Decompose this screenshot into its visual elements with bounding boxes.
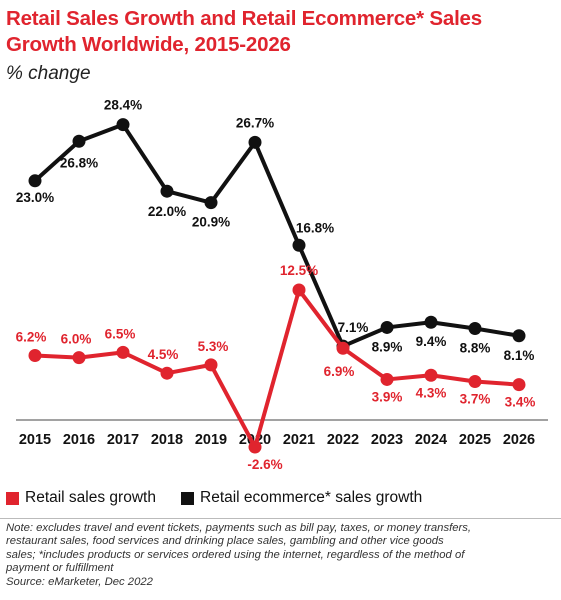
legend-label-retail-sales: Retail sales growth	[25, 489, 156, 506]
note-line: payment or fulfillment	[6, 562, 114, 575]
data-point-ecommerce	[72, 134, 86, 148]
data-label-ecommerce: 16.8%	[296, 220, 334, 235]
x-tick-label: 2015	[19, 432, 51, 448]
legend-label-ecommerce: Retail ecommerce* sales growth	[200, 489, 423, 506]
data-point-ecommerce	[28, 174, 42, 188]
notes-divider	[0, 518, 561, 519]
data-point-retail	[380, 372, 394, 386]
x-tick-label: 2026	[503, 432, 535, 448]
data-label-retail: 4.5%	[148, 347, 179, 362]
data-label-ecommerce: 26.7%	[236, 115, 274, 130]
series-line-retail	[33, 288, 521, 450]
data-point-ecommerce	[512, 329, 526, 343]
line-chart: 2015 2016 2017 2018 2019 2020 2021 2022 2023 2024…	[16, 98, 548, 472]
data-label-ecommerce: 26.8%	[60, 155, 98, 170]
x-tick-label: 2021	[283, 432, 315, 448]
data-point-retail	[292, 283, 306, 297]
data-point-retail	[512, 378, 526, 392]
data-point-retail	[72, 351, 86, 365]
data-point-ecommerce	[292, 238, 306, 252]
data-label-ecommerce: 8.1%	[504, 348, 535, 363]
chart-title-line-2: Growth Worldwide, 2015-2026	[6, 33, 291, 56]
legend-swatch-black	[181, 491, 194, 505]
data-point-retail	[116, 345, 130, 359]
source-line: Source: eMarketer, Dec 2022	[6, 575, 153, 588]
data-label-ecommerce: 8.9%	[372, 339, 403, 354]
chart-title: Retail Sales Growth and Retail Ecommerce…	[6, 6, 554, 58]
data-label-retail: 6.0%	[61, 332, 92, 347]
data-point-ecommerce	[380, 320, 394, 334]
legend-swatch-red	[6, 491, 19, 505]
legend-item-retail-sales: Retail sales growth	[6, 489, 156, 507]
chart-notes: Note: excludes travel and event tickets,…	[6, 522, 556, 589]
x-tick-label: 2019	[195, 432, 227, 448]
data-label-retail: 5.3%	[198, 339, 229, 354]
chart-subtitle: % change	[6, 63, 91, 84]
data-label-ecommerce: 9.4%	[416, 334, 447, 349]
data-label-ecommerce: 7.1%	[338, 320, 369, 335]
x-tick-label: 2017	[107, 432, 139, 448]
data-label-ecommerce: 28.4%	[104, 98, 142, 113]
data-point-ecommerce	[248, 135, 262, 149]
data-label-retail: 6.9%	[324, 364, 355, 379]
data-label-retail: 3.9%	[372, 389, 403, 404]
data-point-retail	[424, 368, 438, 382]
data-point-retail	[160, 366, 174, 380]
data-label-retail: 12.5%	[280, 263, 318, 278]
data-label-ecommerce: 22.0%	[148, 204, 186, 219]
data-point-retail	[248, 440, 262, 454]
data-point-retail	[204, 358, 218, 372]
x-tick-label: 2018	[151, 432, 183, 448]
data-label-retail: 3.4%	[505, 395, 536, 410]
x-tick-label: 2025	[459, 432, 491, 448]
data-point-retail	[468, 375, 482, 389]
data-label-retail: 6.5%	[105, 326, 136, 341]
x-tick-label: 2023	[371, 432, 403, 448]
data-point-ecommerce	[468, 321, 482, 335]
data-label-retail: 4.3%	[416, 385, 447, 400]
data-label-ecommerce: 23.0%	[16, 190, 54, 205]
data-point-retail	[336, 341, 350, 355]
x-tick-label: 2016	[63, 432, 95, 448]
legend-item-ecommerce: Retail ecommerce* sales growth	[181, 489, 422, 507]
x-tick-label: 2022	[327, 432, 359, 448]
data-point-ecommerce	[424, 315, 438, 329]
data-label-ecommerce: 8.8%	[460, 340, 491, 355]
series-line-ecommerce	[33, 122, 521, 349]
data-label-retail: 3.7%	[460, 392, 491, 407]
data-label-retail: -2.6%	[247, 457, 282, 472]
data-label-ecommerce: 20.9%	[192, 215, 230, 230]
data-point-retail	[28, 349, 42, 363]
chart-title-line-1: Retail Sales Growth and Retail Ecommerce…	[6, 7, 482, 30]
data-point-ecommerce	[160, 184, 174, 198]
note-line: sales; *includes products or services or…	[6, 548, 465, 561]
data-point-ecommerce	[204, 196, 218, 210]
data-label-retail: 6.2%	[16, 330, 47, 345]
note-line: Note: excludes travel and event tickets,…	[6, 522, 472, 534]
note-line: restaurant sales, food services and drin…	[6, 535, 444, 548]
x-tick-label: 2024	[415, 432, 447, 448]
data-point-ecommerce	[116, 118, 130, 132]
